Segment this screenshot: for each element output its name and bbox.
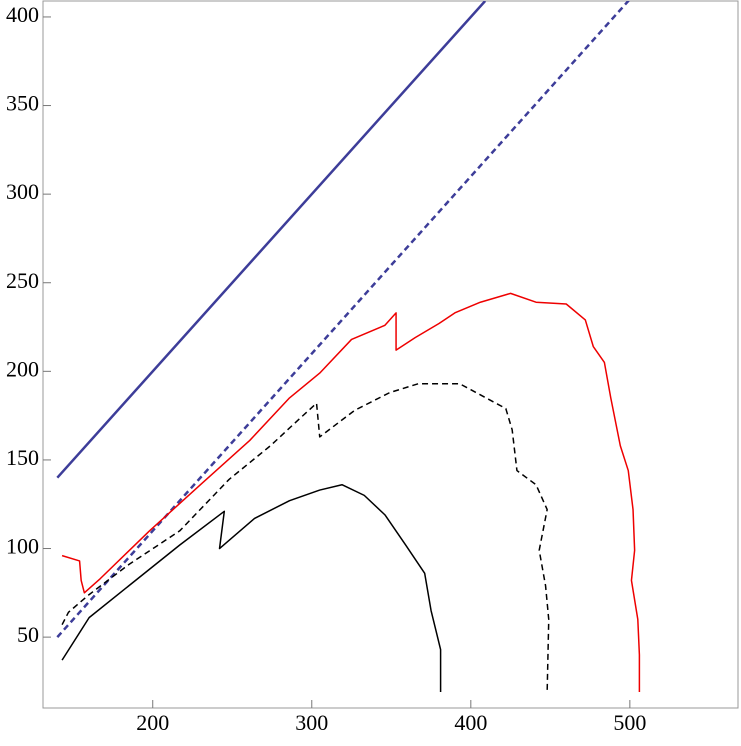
x-tick-label: 400 (454, 710, 487, 735)
x-tick-label: 300 (295, 710, 328, 735)
x-tick-label: 500 (613, 710, 646, 735)
plot-frame (42, 0, 739, 709)
x-tick-label: 200 (136, 710, 169, 735)
y-tick-label: 350 (6, 91, 39, 116)
series-line (61, 483, 442, 693)
plot-area (56, 1, 641, 693)
series-line (56, 1, 630, 638)
y-tick-label: 150 (6, 445, 39, 470)
series-line (56, 1, 487, 479)
series-line (61, 292, 641, 693)
y-tick-label: 50 (17, 622, 39, 647)
y-tick-label: 100 (6, 534, 39, 559)
y-tick-label: 300 (6, 179, 39, 204)
y-tick-label: 400 (6, 2, 39, 27)
y-tick-label: 200 (6, 356, 39, 381)
series-line (61, 382, 550, 693)
y-tick-label: 250 (6, 268, 39, 293)
